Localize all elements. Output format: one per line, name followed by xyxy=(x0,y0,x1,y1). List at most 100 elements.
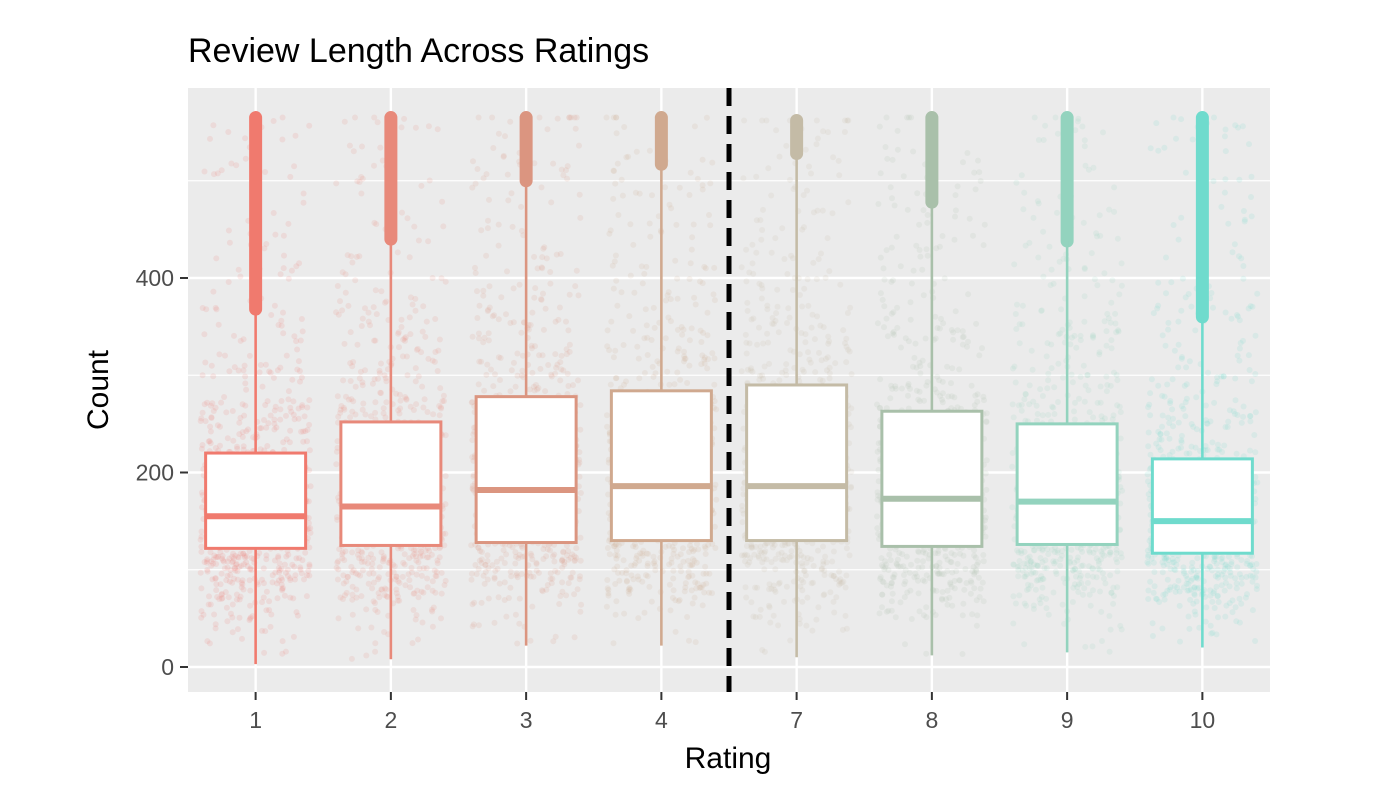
jitter-point xyxy=(880,563,887,570)
jitter-point xyxy=(382,299,388,306)
jitter-point xyxy=(952,207,959,214)
jitter-point xyxy=(888,580,895,586)
jitter-point xyxy=(768,540,775,547)
jitter-point xyxy=(514,350,521,357)
jitter-point xyxy=(518,227,525,234)
jitter-point xyxy=(468,570,475,577)
jitter-point xyxy=(359,143,365,150)
jitter-point xyxy=(503,613,510,620)
jitter-point xyxy=(278,322,285,329)
jitter-point xyxy=(711,523,718,530)
jitter-point xyxy=(890,277,896,284)
jitter-point xyxy=(274,367,281,374)
jitter-point xyxy=(1117,409,1124,416)
jitter-point xyxy=(1040,273,1047,280)
jitter-point xyxy=(1030,547,1037,554)
jitter-point xyxy=(1069,599,1076,605)
jitter-point xyxy=(983,410,990,417)
jitter-point xyxy=(842,117,848,124)
jitter-point xyxy=(1049,546,1056,553)
jitter-point xyxy=(949,365,956,372)
jitter-point xyxy=(246,352,253,359)
jitter-point xyxy=(875,530,882,537)
jitter-point xyxy=(1052,544,1058,551)
jitter-point xyxy=(370,570,377,577)
jitter-point xyxy=(214,422,221,429)
jitter-point xyxy=(647,233,654,240)
jitter-point xyxy=(809,627,816,634)
jitter-point xyxy=(429,587,436,594)
jitter-point xyxy=(354,551,361,558)
jitter-point xyxy=(1045,377,1052,384)
jitter-point xyxy=(935,570,942,577)
jitter-point xyxy=(801,224,807,231)
jitter-point xyxy=(800,554,807,561)
jitter-point xyxy=(237,593,244,600)
jitter-point xyxy=(702,563,709,570)
jitter-point xyxy=(632,560,639,567)
jitter-point xyxy=(510,285,517,292)
jitter-point xyxy=(1099,417,1106,424)
jitter-point xyxy=(529,603,536,610)
jitter-point xyxy=(915,548,922,555)
jitter-point xyxy=(418,182,425,189)
jitter-point xyxy=(889,590,896,597)
jitter-point xyxy=(237,550,244,557)
jitter-point xyxy=(560,549,567,556)
jitter-point xyxy=(623,578,630,585)
jitter-point xyxy=(370,598,377,605)
jitter-point xyxy=(420,552,426,559)
jitter-point xyxy=(935,547,942,554)
jitter-point xyxy=(1028,347,1035,354)
jitter-point xyxy=(959,612,966,619)
jitter-point xyxy=(949,602,956,609)
jitter-point xyxy=(636,190,643,197)
jitter-point xyxy=(242,135,249,142)
jitter-point xyxy=(375,590,382,597)
jitter-point xyxy=(1118,282,1125,289)
jitter-point xyxy=(484,558,491,564)
jitter-point xyxy=(407,584,414,591)
jitter-point xyxy=(983,419,990,426)
jitter-point xyxy=(440,392,447,399)
jitter-point xyxy=(973,568,980,575)
jitter-point xyxy=(980,558,987,565)
jitter-point xyxy=(404,215,411,222)
jitter-point xyxy=(738,368,745,375)
jitter-point xyxy=(799,366,806,373)
jitter-point xyxy=(1023,602,1030,609)
jitter-point xyxy=(879,591,886,598)
jitter-point xyxy=(766,604,773,611)
jitter-point xyxy=(705,356,712,363)
jitter-point xyxy=(337,298,343,305)
jitter-point xyxy=(402,337,408,344)
jitter-point xyxy=(561,559,568,566)
jitter-point xyxy=(1089,565,1096,572)
jitter-point xyxy=(815,547,821,554)
jitter-point xyxy=(207,601,214,608)
jitter-point xyxy=(922,335,929,342)
jitter-point xyxy=(266,607,273,613)
jitter-point xyxy=(613,555,620,562)
jitter-point xyxy=(623,378,629,385)
jitter-point xyxy=(972,392,979,399)
jitter-point xyxy=(948,550,955,557)
jitter-point xyxy=(643,550,650,557)
jitter-point xyxy=(1073,344,1080,351)
jitter-point xyxy=(492,568,499,574)
jitter-point xyxy=(333,564,340,571)
jitter-point xyxy=(1040,228,1047,235)
jitter-point xyxy=(748,544,755,551)
jitter-point xyxy=(848,371,855,378)
jitter-point xyxy=(682,584,689,591)
jitter-point xyxy=(1037,555,1044,561)
jitter-point xyxy=(889,156,896,163)
jitter-point xyxy=(439,398,446,405)
jitter-point xyxy=(290,398,297,405)
jitter-point xyxy=(709,350,716,357)
jitter-point xyxy=(907,316,914,323)
jitter-point xyxy=(556,304,563,311)
jitter-point xyxy=(826,364,833,371)
jitter-point xyxy=(284,566,291,573)
jitter-point xyxy=(401,115,408,122)
